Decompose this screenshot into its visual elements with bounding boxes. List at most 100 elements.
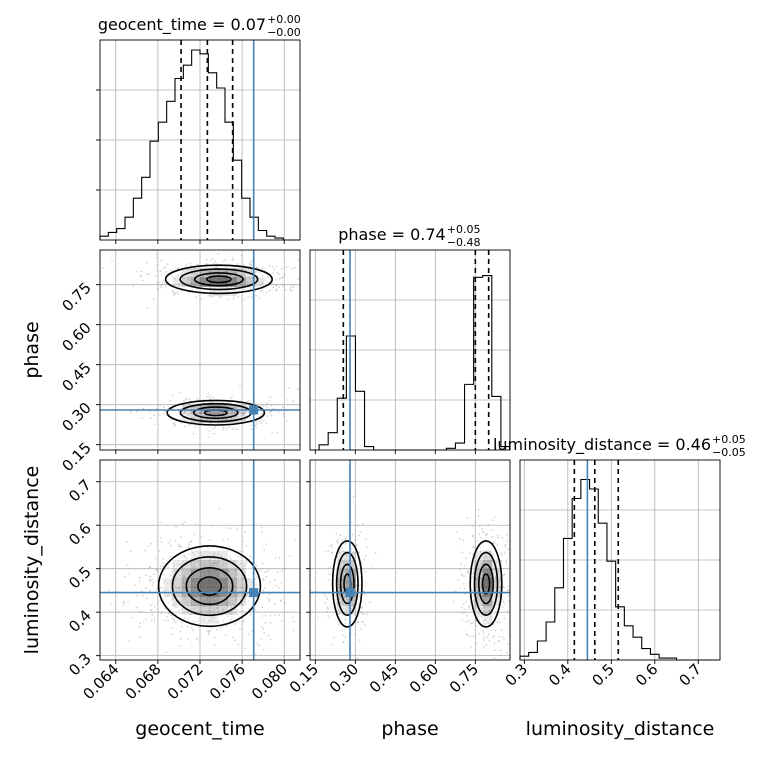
truth-marker bbox=[249, 588, 259, 598]
sample-point bbox=[499, 649, 501, 652]
sample-point bbox=[334, 575, 336, 577]
sample-point bbox=[479, 550, 482, 553]
sample-point bbox=[260, 422, 263, 425]
sample-point bbox=[208, 539, 211, 542]
sample-point bbox=[241, 550, 244, 553]
sample-point bbox=[165, 651, 168, 654]
sample-point bbox=[361, 607, 364, 609]
sample-point bbox=[292, 284, 294, 287]
sample-point bbox=[159, 565, 162, 568]
sample-point bbox=[198, 412, 201, 415]
sample-point bbox=[246, 401, 249, 403]
sample-point bbox=[356, 657, 359, 660]
sample-point bbox=[249, 424, 252, 427]
sample-point bbox=[139, 275, 142, 278]
sample-point bbox=[361, 613, 364, 615]
sample-point bbox=[170, 579, 173, 582]
sample-point bbox=[178, 543, 181, 546]
sample-point bbox=[350, 576, 353, 579]
histogram-luminosity_distance bbox=[519, 478, 720, 661]
sample-point bbox=[242, 584, 245, 587]
sample-point bbox=[199, 551, 202, 554]
sample-point bbox=[173, 604, 176, 607]
sample-point bbox=[258, 644, 261, 647]
x-tick-label: 0.45 bbox=[366, 660, 402, 696]
sample-point bbox=[281, 619, 283, 622]
sample-point bbox=[281, 283, 284, 286]
sample-point bbox=[477, 564, 480, 566]
sample-point bbox=[206, 415, 209, 418]
sample-point bbox=[175, 275, 178, 277]
sample-point bbox=[187, 587, 189, 590]
sample-point bbox=[178, 600, 181, 603]
sample-point bbox=[266, 402, 269, 405]
sample-point bbox=[160, 586, 163, 589]
sample-point bbox=[193, 553, 195, 556]
sample-point bbox=[316, 561, 318, 563]
sample-point bbox=[324, 610, 326, 612]
sample-point bbox=[157, 571, 160, 574]
sample-point bbox=[227, 550, 230, 552]
density-cell bbox=[218, 578, 228, 588]
sample-point bbox=[326, 606, 329, 608]
y-tick-label: 0.15 bbox=[58, 439, 94, 475]
sample-point bbox=[196, 412, 198, 415]
sample-point bbox=[344, 635, 347, 638]
density-cell bbox=[254, 277, 264, 287]
sample-point bbox=[156, 264, 159, 266]
sample-point bbox=[188, 398, 191, 401]
sample-point bbox=[207, 436, 210, 438]
sample-point bbox=[244, 595, 247, 598]
sample-point bbox=[210, 295, 212, 298]
sample-point bbox=[210, 564, 213, 567]
density-cell bbox=[473, 605, 484, 615]
sample-point bbox=[141, 279, 144, 282]
sample-point bbox=[163, 589, 165, 592]
sample-point bbox=[476, 552, 479, 555]
x-tick-label: 0.080 bbox=[248, 660, 291, 703]
sample-point bbox=[244, 419, 247, 422]
sample-point bbox=[207, 294, 210, 297]
sample-point bbox=[358, 564, 360, 567]
sample-point bbox=[475, 624, 478, 627]
sample-point bbox=[242, 593, 245, 596]
sample-point bbox=[186, 638, 189, 641]
sample-point bbox=[155, 569, 158, 571]
sample-point bbox=[138, 636, 141, 639]
sample-point bbox=[197, 284, 200, 287]
sample-point bbox=[187, 268, 189, 271]
sample-point bbox=[493, 642, 496, 645]
sample-point bbox=[237, 415, 240, 418]
sample-point bbox=[164, 595, 167, 598]
sample-point bbox=[247, 283, 250, 285]
sample-point bbox=[507, 589, 509, 592]
sample-point bbox=[234, 639, 237, 642]
sample-point bbox=[241, 404, 244, 406]
sample-point bbox=[292, 629, 295, 632]
contour-level bbox=[157, 545, 262, 628]
sample-point bbox=[167, 619, 169, 622]
sample-point bbox=[222, 563, 225, 566]
sample-point bbox=[152, 581, 155, 584]
density-cell bbox=[218, 560, 228, 570]
sample-point bbox=[483, 531, 485, 534]
sample-point bbox=[231, 410, 234, 413]
sample-point bbox=[148, 589, 151, 592]
sample-point bbox=[337, 581, 340, 583]
sample-point bbox=[335, 601, 338, 603]
sample-point bbox=[234, 576, 237, 579]
sample-point bbox=[226, 527, 229, 530]
sample-point bbox=[163, 406, 165, 408]
sample-point bbox=[230, 606, 233, 608]
sample-point bbox=[488, 610, 491, 612]
sample-point bbox=[183, 399, 185, 402]
sample-point bbox=[128, 640, 131, 642]
sample-point bbox=[265, 575, 267, 578]
sample-point bbox=[341, 546, 343, 549]
sample-point bbox=[511, 632, 513, 634]
sample-point bbox=[262, 648, 265, 651]
sample-point bbox=[174, 424, 177, 426]
sample-point bbox=[485, 534, 487, 537]
sample-point bbox=[186, 274, 189, 276]
contour-level bbox=[335, 551, 359, 617]
